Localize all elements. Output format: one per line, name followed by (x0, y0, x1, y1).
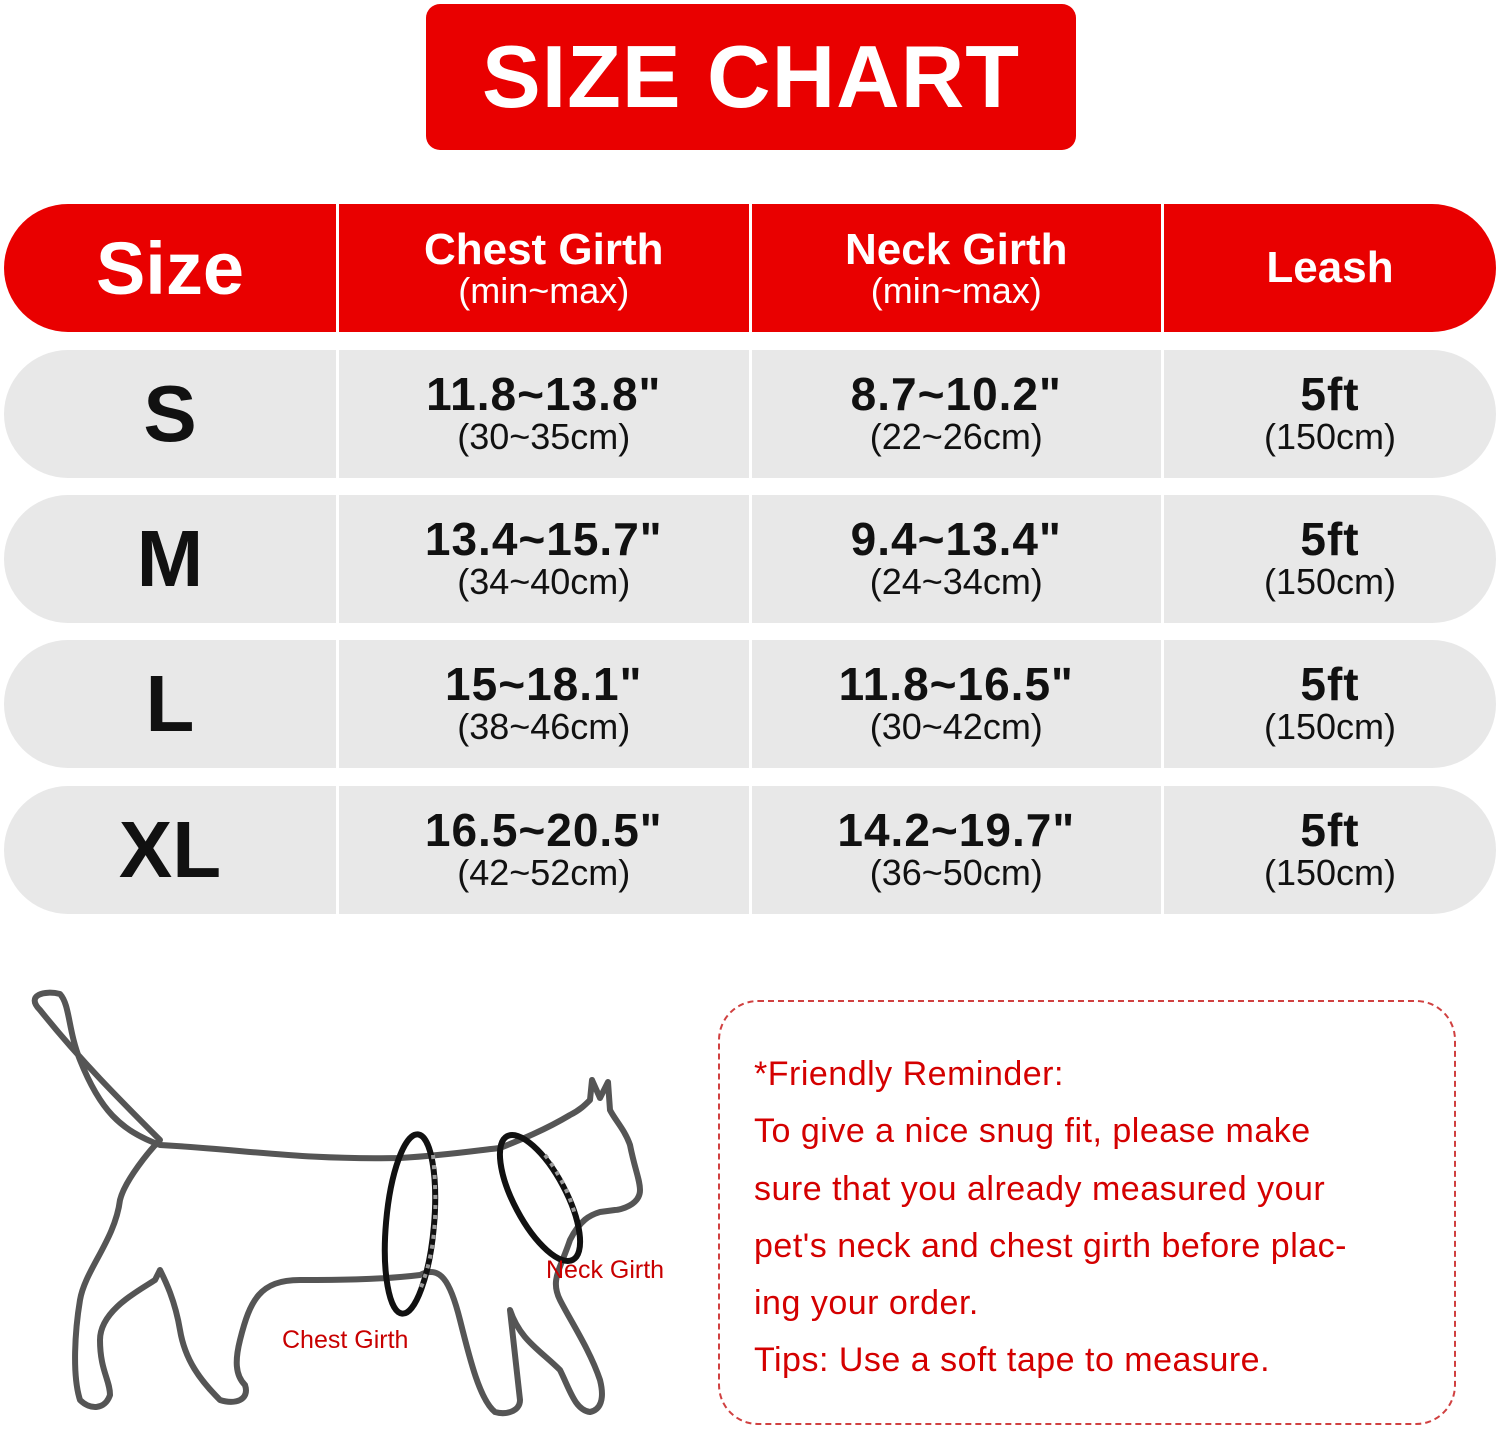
neck-cm: (30~42cm) (869, 706, 1043, 747)
chest-girth-cell: 13.4~15.7" (34~40cm) (335, 495, 749, 623)
table-row: XL 16.5~20.5" (42~52cm) 14.2~19.7" (36~50cm)… (4, 786, 1496, 914)
header-label: Neck Girth (845, 225, 1068, 274)
table-row: L 15~18.1" (38~46cm) 11.8~16.5" (30~42cm) 5ft… (4, 640, 1496, 768)
reminder-line: sure that you already measured your (754, 1170, 1326, 1208)
neck-girth-dotted (543, 1153, 577, 1216)
size-value: XL (118, 805, 222, 894)
cat-outline (31, 989, 643, 1417)
table-row: M 13.4~15.7" (34~40cm) 9.4~13.4" (24~34cm) 5f… (4, 495, 1496, 623)
leash-cell: 5ft (150cm) (1161, 786, 1496, 914)
friendly-reminder-box (718, 1000, 1456, 1425)
table-row: S 11.8~13.8" (30~35cm) 8.7~10.2" (22~26cm) 5f… (4, 350, 1496, 478)
size-value: M (136, 514, 204, 603)
header-leash: Leash (1161, 204, 1496, 332)
header-size: Size (4, 204, 336, 332)
size-cell: XL (4, 786, 336, 914)
size-cell: L (4, 640, 336, 768)
size-cell: M (4, 495, 336, 623)
chest-inches: 11.8~13.8" (426, 368, 662, 420)
neck-girth-label: Neck Girth (546, 1256, 665, 1284)
leash-cm: (150cm) (1263, 416, 1397, 457)
header-label: Chest Girth (423, 225, 664, 274)
header-sublabel: (min~max) (458, 270, 630, 311)
leash-cell: 5ft (150cm) (1161, 640, 1496, 768)
neck-inches: 9.4~13.4" (850, 513, 1062, 565)
chest-girth-cell: 16.5~20.5" (42~52cm) (335, 786, 749, 914)
leash-length: 5ft (1300, 804, 1360, 856)
chest-girth-label: Chest Girth (282, 1326, 409, 1354)
leash-cell: 5ft (150cm) (1161, 495, 1496, 623)
size-chart-title: SIZE CHART (426, 4, 1076, 150)
header-label: Size (95, 226, 245, 310)
leash-length: 5ft (1300, 368, 1360, 420)
neck-cm: (36~50cm) (869, 852, 1043, 893)
header-sublabel: (min~max) (870, 270, 1042, 311)
leash-cm: (150cm) (1263, 852, 1397, 893)
reminder-heading: *Friendly Reminder: (754, 1055, 1064, 1093)
leash-cell: 5ft (150cm) (1161, 350, 1496, 478)
size-cell: S (4, 350, 336, 478)
leash-length: 5ft (1300, 658, 1360, 710)
neck-cm: (24~34cm) (869, 561, 1043, 602)
chest-inches: 13.4~15.7" (424, 513, 663, 565)
size-value: S (143, 369, 197, 458)
chest-inches: 16.5~20.5" (424, 804, 663, 856)
chest-girth-dotted (418, 1154, 438, 1291)
neck-girth-cell: 11.8~16.5" (30~42cm) (748, 640, 1162, 768)
leash-cm: (150cm) (1263, 561, 1397, 602)
neck-girth-cell: 9.4~13.4" (24~34cm) (748, 495, 1162, 623)
chest-girth-cell: 15~18.1" (38~46cm) (335, 640, 749, 768)
neck-girth-cell: 8.7~10.2" (22~26cm) (748, 350, 1162, 478)
chest-girth-cell: 11.8~13.8" (30~35cm) (335, 350, 749, 478)
leash-length: 5ft (1300, 513, 1360, 565)
chest-cm: (30~35cm) (457, 416, 631, 457)
chest-cm: (42~52cm) (457, 852, 631, 893)
chest-cm: (34~40cm) (457, 561, 631, 602)
header-label: Leash (1266, 243, 1394, 292)
header-neck-girth: Neck Girth (min~max) (748, 204, 1162, 332)
neck-inches: 14.2~19.7" (837, 804, 1076, 856)
reminder-line: ing your order. (754, 1284, 979, 1322)
cat-measurement-diagram (31, 989, 643, 1417)
reminder-tips: Tips: Use a soft tape to measure. (754, 1341, 1271, 1379)
table-header: Size Chest Girth (min~max) Neck Girth (min… (4, 204, 1496, 332)
chest-cm: (38~46cm) (457, 706, 631, 747)
leash-cm: (150cm) (1263, 706, 1397, 747)
neck-cm: (22~26cm) (869, 416, 1043, 457)
neck-girth-ring (496, 1131, 584, 1265)
reminder-line: pet's neck and chest girth before plac- (754, 1227, 1347, 1265)
neck-inches: 11.8~16.5" (838, 658, 1074, 710)
reminder-line: To give a nice snug fit, please make (754, 1112, 1311, 1150)
size-value: L (145, 659, 195, 748)
chest-inches: 15~18.1" (445, 658, 643, 710)
neck-inches: 8.7~10.2" (850, 368, 1062, 420)
header-chest-girth: Chest Girth (min~max) (335, 204, 749, 332)
neck-girth-cell: 14.2~19.7" (36~50cm) (748, 786, 1162, 914)
